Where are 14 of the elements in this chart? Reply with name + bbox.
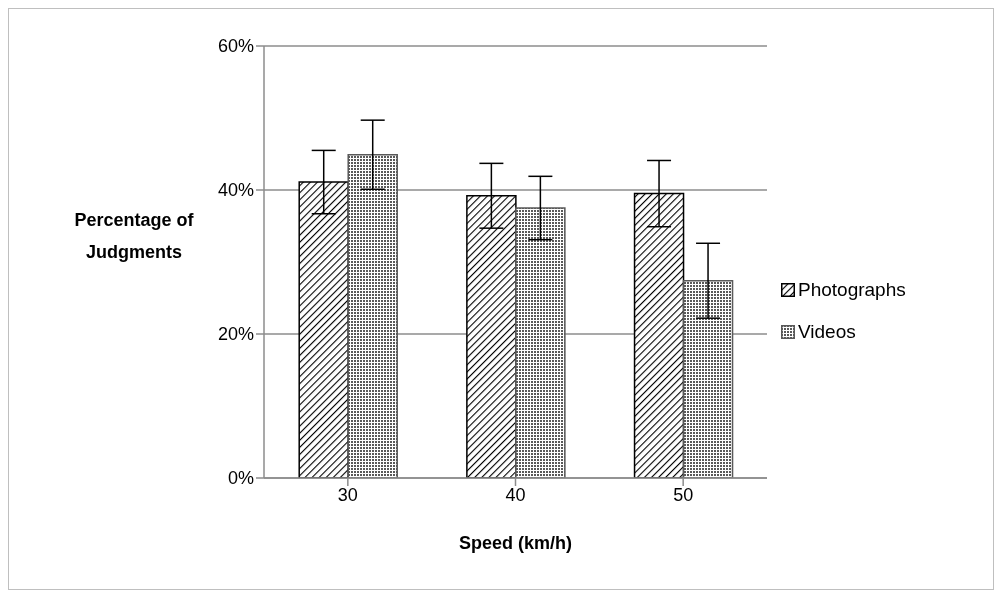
x-axis-title: Speed (km/h) bbox=[458, 533, 573, 554]
y-tick-label: 20% bbox=[217, 324, 254, 345]
y-tick-label: 0% bbox=[227, 468, 254, 489]
x-tick-label: 40 bbox=[505, 484, 526, 505]
y-tick-label: 60% bbox=[217, 36, 254, 57]
bar bbox=[347, 153, 398, 478]
y-axis-title: Percentage of Judgments bbox=[73, 209, 195, 264]
legend-label: Photographs bbox=[798, 279, 906, 301]
x-tick-label: 50 bbox=[673, 484, 694, 505]
legend-label: Videos bbox=[798, 321, 856, 343]
bar bbox=[682, 279, 734, 478]
bar bbox=[515, 207, 566, 478]
y-tick-label: 40% bbox=[217, 180, 254, 201]
x-tick-label: 30 bbox=[337, 484, 358, 505]
